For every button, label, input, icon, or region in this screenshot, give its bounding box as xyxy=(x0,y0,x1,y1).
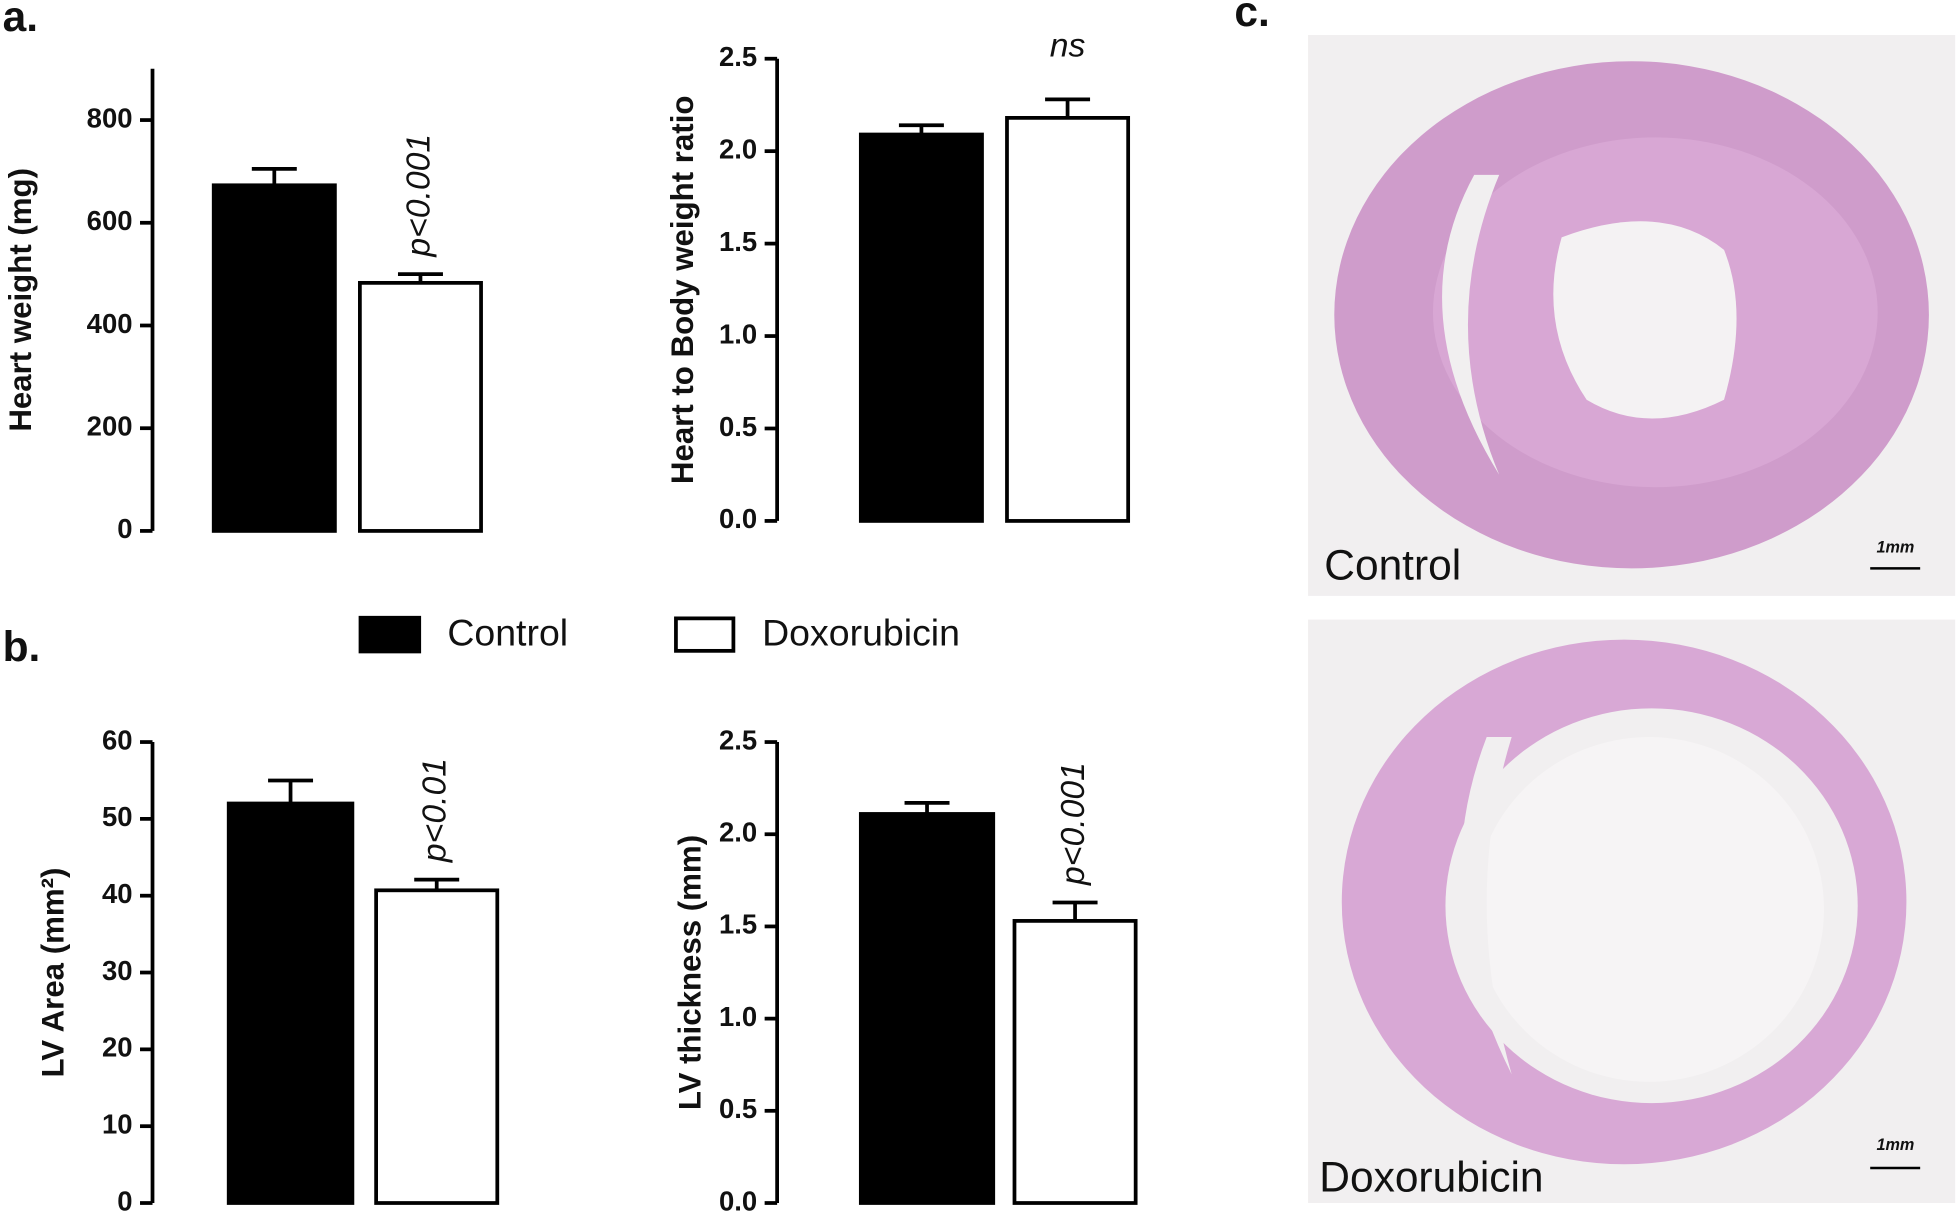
bar xyxy=(858,132,984,523)
y-tick-label: 2.0 xyxy=(719,133,757,164)
y-tick-label: 0.5 xyxy=(719,1093,757,1124)
bar xyxy=(858,812,996,1205)
y-tick-label: 30 xyxy=(102,955,133,986)
y-tick-label: 40 xyxy=(102,878,133,909)
y-tick-label: 10 xyxy=(102,1108,133,1139)
annotation: ns xyxy=(1050,26,1086,64)
y-tick-label: 0.0 xyxy=(719,503,757,534)
y-axis-label: Heart to Body weight ratio xyxy=(665,96,700,485)
histology-image: Doxorubicin 1mm xyxy=(1308,619,1956,1204)
y-tick-label: 2.5 xyxy=(719,41,757,72)
y-tick-label: 0.0 xyxy=(719,1185,757,1216)
scale-label: 1mm xyxy=(1876,1136,1914,1154)
y-tick-label: 200 xyxy=(87,410,133,441)
legend-label: Control xyxy=(447,612,568,654)
y-tick-label: 20 xyxy=(102,1032,133,1063)
y-tick-label: 600 xyxy=(87,205,133,236)
annotation: p<0.001 xyxy=(399,134,437,258)
chart: 0.0 0.5 1.0 1.5 2.0 2.5 Heart to Body weight r… xyxy=(665,26,1131,534)
image-label: Control xyxy=(1324,542,1461,589)
y-tick-label: 1.0 xyxy=(719,318,757,349)
y-axis-label: Heart weight (mg) xyxy=(3,168,38,432)
chart: 0.0 0.5 1.0 1.5 2.0 2.5 LV thickness (mm) p<0.0… xyxy=(672,724,1138,1216)
chart: 0 200 400 600 800 Heart weight (mg) p<0.001 xyxy=(3,68,483,544)
panel-label: a. xyxy=(3,0,38,40)
annotation: p<0.001 xyxy=(1054,762,1092,886)
y-tick-label: 800 xyxy=(87,102,133,133)
legend-label: Doxorubicin xyxy=(762,612,960,654)
annotation: p<0.01 xyxy=(416,758,454,863)
image-label: Doxorubicin xyxy=(1319,1154,1543,1201)
y-tick-label: 1.5 xyxy=(719,909,757,940)
histology-image: Control 1mm xyxy=(1308,34,1956,596)
scale-label: 1mm xyxy=(1876,539,1914,557)
panel-label: b. xyxy=(3,623,41,670)
y-tick-label: 1.0 xyxy=(719,1001,757,1032)
bar xyxy=(226,801,355,1205)
y-axis-label: LV Area (mm²) xyxy=(35,868,70,1078)
bar xyxy=(358,280,483,533)
y-tick-label: 0 xyxy=(117,513,132,544)
legend-swatch xyxy=(674,616,736,653)
bar xyxy=(1012,919,1138,1205)
y-tick-label: 50 xyxy=(102,801,133,832)
y-tick-label: 0 xyxy=(117,1185,132,1216)
y-tick-label: 2.5 xyxy=(719,724,757,755)
y-tick-label: 1.5 xyxy=(719,226,757,257)
y-tick-label: 0.5 xyxy=(719,411,757,442)
chart: 0 10 20 30 40 50 60 LV Area (mm²) p<0.01 xyxy=(35,724,500,1216)
legend-swatch xyxy=(358,615,422,654)
y-tick-label: 400 xyxy=(87,308,133,339)
y-axis-label: LV thickness (mm) xyxy=(672,835,707,1110)
bar xyxy=(374,888,500,1205)
panel-label: c. xyxy=(1234,0,1269,35)
bar xyxy=(1005,116,1131,523)
y-tick-label: 60 xyxy=(102,724,133,755)
y-tick-label: 2.0 xyxy=(719,817,757,848)
bar xyxy=(211,183,337,533)
